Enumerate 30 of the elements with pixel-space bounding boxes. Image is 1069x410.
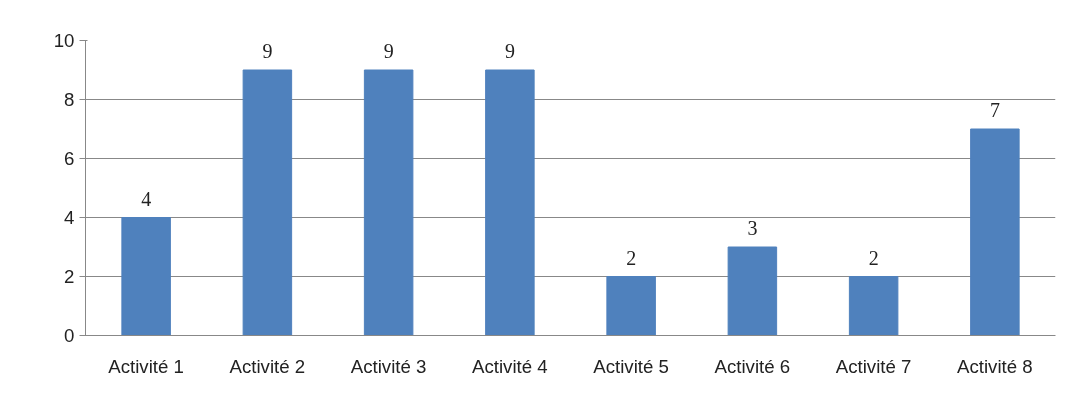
y-tick-label: 0 — [64, 325, 75, 346]
x-tick-label: Activité 2 — [229, 355, 306, 377]
y-tick-label: 6 — [64, 148, 75, 169]
bar — [363, 69, 414, 336]
y-tick-label: 4 — [64, 207, 75, 228]
y-tick-label: 2 — [64, 266, 75, 287]
bar — [606, 276, 656, 336]
data-label: 3 — [747, 217, 758, 239]
x-tick-label: Activité 7 — [835, 355, 912, 377]
bar — [727, 246, 778, 336]
data-label: 7 — [989, 99, 1000, 121]
y-tick-label: 10 — [53, 30, 75, 51]
data-label: 9 — [262, 40, 273, 62]
x-tick-label: Activité 4 — [472, 355, 548, 377]
x-tick-label: Activité 1 — [108, 355, 184, 377]
x-tick-label: Activité 3 — [350, 355, 427, 377]
data-label: 2 — [626, 246, 637, 269]
bar — [242, 69, 293, 336]
data-label: 9 — [504, 40, 515, 62]
bar — [848, 276, 899, 336]
data-label: 2 — [868, 246, 879, 269]
bar — [485, 69, 535, 336]
x-tick-label: Activité 5 — [593, 355, 669, 377]
bar — [121, 217, 171, 336]
data-label: 4 — [141, 187, 152, 210]
y-tick-label: 8 — [64, 89, 75, 110]
x-tick-label: Activité 6 — [714, 355, 791, 377]
x-tick-label: Activité 8 — [957, 355, 1033, 377]
bar — [970, 128, 1020, 336]
data-label: 9 — [383, 40, 394, 62]
